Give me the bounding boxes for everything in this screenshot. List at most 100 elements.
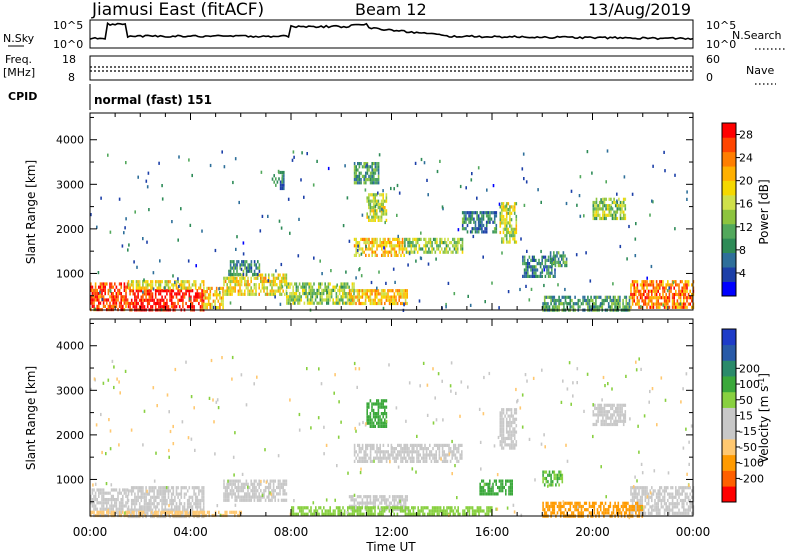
heatmap-cell [297,254,300,258]
heatmap-cell [140,495,143,499]
heatmap-cell [676,498,679,503]
heatmap-cell [453,237,456,241]
heatmap-cell [446,453,449,457]
heatmap-cell [156,286,159,290]
heatmap-cell [501,446,503,450]
heatmap-cell [166,502,168,506]
heatmap-cell [671,511,674,515]
heatmap-cell [247,289,249,293]
heatmap-cell [170,298,173,302]
heatmap-cell [515,411,518,415]
heatmap-cell [582,302,584,306]
heatmap-cell [236,498,238,502]
heatmap-cell [360,450,362,454]
heatmap-cell [422,459,425,463]
heatmap-cell [422,447,425,451]
heatmap-cell [592,207,595,211]
heatmap-cell [97,271,100,275]
heatmap-cell [145,492,147,496]
heatmap-cell [313,256,315,260]
heatmap-cell [659,508,661,512]
heatmap-cell [557,257,560,261]
heatmap-cell [396,507,399,512]
heatmap-cell [502,417,505,421]
heatmap-cell [376,168,378,172]
heatmap-cell [523,262,526,266]
heatmap-cell [393,250,396,254]
heatmap-cell [174,283,176,287]
heatmap-cell [652,508,655,512]
heatmap-cell [624,416,627,420]
heatmap-cell [258,498,260,502]
heatmap-cell [387,450,389,454]
heatmap-cell [436,247,438,251]
heatmap-cell [366,408,368,412]
heatmap-cell [509,221,511,225]
heatmap-cell [316,288,318,292]
heatmap-cell [272,292,275,296]
heatmap-cell [330,292,333,296]
heatmap-cell [531,268,534,272]
heatmap-cell [443,506,445,510]
heatmap-cell [373,174,375,178]
heatmap-cell [162,305,165,309]
heatmap-cell [541,255,543,259]
heatmap-cell [135,289,138,293]
heatmap-cell [512,420,514,425]
heatmap-cell [412,509,415,513]
heatmap-cell [444,509,447,513]
heatmap-cell [279,273,281,277]
heatmap-cell [343,509,346,513]
heatmap-cell [621,413,623,417]
heatmap-cell [405,456,407,460]
heatmap-cell [114,298,116,302]
heatmap-cell [603,413,606,417]
heatmap-cell [670,495,672,499]
heatmap-cell [428,241,430,245]
heatmap-cell [163,286,166,290]
heatmap-cell [614,210,617,214]
heatmap-cell [371,421,373,425]
heatmap-cell [622,504,624,509]
heatmap-cell [303,195,305,199]
heatmap-cell [601,501,604,505]
heatmap-cell [138,305,141,309]
heatmap-cell [365,247,367,251]
heatmap-cell [142,486,144,490]
heatmap-cell [159,286,162,290]
heatmap-cell [689,498,691,503]
heatmap-cell [607,305,610,309]
heatmap-cell [382,306,385,310]
heatmap-cell [612,298,615,303]
heatmap-cell [390,247,393,251]
heatmap-cell [135,486,138,490]
heatmap-cell [255,489,257,493]
heatmap-cell [252,485,254,490]
heatmap-cell [263,492,265,496]
heatmap-cell [549,251,552,255]
heatmap-cell [545,480,548,484]
heatmap-cell [565,260,568,264]
heatmap-cell [600,422,603,427]
heatmap-cell [90,282,92,286]
heatmap-cell [154,498,157,503]
heatmap-cell [120,304,122,308]
heatmap-cell [466,223,469,228]
heatmap-cell [350,288,352,292]
heatmap-cell [178,289,181,293]
heatmap-cell [557,264,560,268]
heatmap-cell [678,486,680,490]
heatmap-cell [348,495,351,499]
heatmap-cell [437,247,440,251]
heatmap-cell [189,223,192,227]
heatmap-cell [374,162,377,166]
heatmap-cell [398,191,401,195]
heatmap-cell [523,258,526,262]
heatmap-cell [269,283,272,287]
heatmap-cell [374,512,376,516]
heatmap-cell [201,495,203,499]
heatmap-cell [654,508,656,512]
heatmap-cell [368,405,370,409]
heatmap-cell [129,305,131,309]
heatmap-cell [539,265,542,269]
